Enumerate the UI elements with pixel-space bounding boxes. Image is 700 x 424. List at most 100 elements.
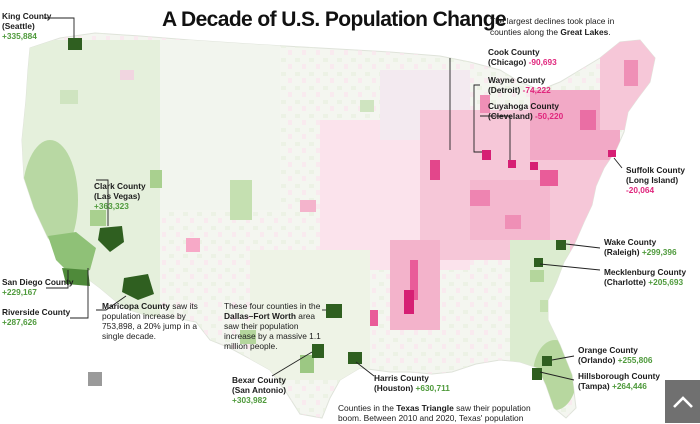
wayne-county-shape <box>508 160 516 168</box>
dfw-note-highlight: Dallas–Fort Worth <box>224 310 296 321</box>
clark-county-shape <box>98 226 124 252</box>
bexar-county-shape <box>312 344 324 358</box>
cook-county-change: -90,693 <box>528 56 557 67</box>
clark-county-change: +363,323 <box>94 200 129 211</box>
king-county-name: King County <box>2 11 52 21</box>
orange-county-shape <box>542 356 552 366</box>
intro-end: . <box>608 26 611 37</box>
orange-county-change: +255,806 <box>617 354 653 365</box>
suffolk-county-change: -20,064 <box>626 184 655 195</box>
san-diego-county-shape <box>62 268 90 286</box>
harris-county-city: (Houston) <box>374 382 414 393</box>
texas-note-text: saw their population boom. Between 2010 … <box>338 403 531 423</box>
clark-county-label: Clark County (Las Vegas) +363,323 <box>94 181 146 211</box>
mecklenburg-county-change: +205,693 <box>648 276 684 287</box>
hillsborough-county-change: +264,446 <box>611 380 647 391</box>
suffolk-county-name: Suffolk County <box>626 165 685 175</box>
wake-county-shape <box>556 240 566 250</box>
map-title: A Decade of U.S. Population Change <box>162 8 507 31</box>
dfw-note-lead: These four counties in the <box>224 301 321 311</box>
texas-triangle-note: Counties in the Texas Triangle saw their… <box>338 403 534 424</box>
hillsborough-county-label: Hillsborough County (Tampa) +264,446 <box>578 371 661 392</box>
wayne-county-label: Wayne County (Detroit) -74,222 <box>488 75 551 96</box>
king-county-city: (Seattle) <box>2 20 35 31</box>
mecklenburg-county-city-line: (Charlotte) +205,693 <box>604 276 686 288</box>
wake-county-city: (Raleigh) <box>604 246 640 257</box>
cuyahoga-county-city: (Cleveland) <box>488 110 533 121</box>
clark-county-city: (Las Vegas) <box>94 190 141 201</box>
mecklenburg-county-name: Mecklenburg County <box>604 267 687 277</box>
san-diego-county-label: San Diego County +229,167 <box>2 277 74 298</box>
maricopa-county-note-text: saw its population increase by 753,898, … <box>102 301 198 341</box>
scroll-to-top-button[interactable] <box>665 380 700 423</box>
highlighted-counties <box>48 38 616 386</box>
county-blotches <box>60 60 638 373</box>
wayne-county-change: -74,222 <box>522 84 551 95</box>
bexar-county-label: Bexar County (San Antonio) +303,982 <box>232 375 287 405</box>
orange-county-city-line: (Orlando) +255,806 <box>578 354 653 366</box>
dfw-note: These four counties in the Dallas–Fort W… <box>224 301 324 352</box>
hillsborough-county-city: (Tampa) <box>578 380 610 391</box>
cuyahoga-county-change: -50,220 <box>535 110 564 121</box>
wayne-county-name: Wayne County <box>488 75 546 85</box>
leader-lines <box>44 17 623 381</box>
bexar-county-change: +303,982 <box>232 394 267 405</box>
riverside-county-change: +287,626 <box>2 316 37 327</box>
bexar-county-city: (San Antonio) <box>232 384 287 395</box>
san-diego-county-name: San Diego County <box>2 277 74 287</box>
cook-county-shape <box>482 150 491 160</box>
dfw-counties-shape <box>326 304 342 318</box>
texas-note-highlight: Texas Triangle <box>396 403 454 413</box>
maricopa-county-shape <box>122 274 154 300</box>
no-data-county-shape <box>88 372 102 386</box>
dfw-note-text: area saw their population increase by a … <box>224 310 321 351</box>
wake-county-name: Wake County <box>604 237 657 247</box>
king-county-label: King County (Seattle) +335,884 <box>2 11 52 41</box>
maricopa-county-note: Maricopa County saw its population incre… <box>102 301 220 342</box>
cook-county-city: (Chicago) <box>488 56 527 67</box>
suffolk-county-city: (Long Island) <box>626 174 679 185</box>
harris-county-label: Harris County (Houston) +630,711 <box>374 373 450 394</box>
hillsborough-county-shape <box>532 368 542 380</box>
wake-county-change: +299,396 <box>641 246 677 257</box>
texas-note-lead: Counties in the <box>338 403 397 413</box>
mecklenburg-county-label: Mecklenburg County (Charlotte) +205,693 <box>604 267 687 288</box>
harris-county-name: Harris County <box>374 373 429 383</box>
king-county-shape <box>68 38 82 50</box>
harris-county-change: +630,711 <box>415 382 450 393</box>
harris-county-shape <box>348 352 362 364</box>
intro-lead: The largest declines took place in count… <box>490 16 615 37</box>
cuyahoga-county-name: Cuyahoga County <box>488 101 559 111</box>
wake-county-city-line: (Raleigh) +299,396 <box>604 246 677 258</box>
riverside-county-shape <box>48 232 96 276</box>
chevron-up-icon <box>672 395 693 408</box>
cuyahoga-county-city-line: (Cleveland) -50,220 <box>488 110 564 122</box>
riverside-county-label: Riverside County +287,626 <box>2 307 71 328</box>
orange-county-name: Orange County <box>578 345 638 355</box>
riverside-county-name: Riverside County <box>2 307 71 317</box>
mecklenburg-county-city: (Charlotte) <box>604 276 646 287</box>
king-county-change: +335,884 <box>2 30 37 41</box>
intro-text: The largest declines took place in count… <box>490 16 640 37</box>
clark-county-name: Clark County <box>94 181 146 191</box>
suffolk-county-label: Suffolk County (Long Island) -20,064 <box>626 165 685 195</box>
orange-county-label: Orange County (Orlando) +255,806 <box>578 345 653 366</box>
wayne-county-city-line: (Detroit) -74,222 <box>488 84 551 96</box>
orange-county-city: (Orlando) <box>578 354 616 365</box>
cuyahoga-county-shape <box>530 162 538 170</box>
san-diego-county-change: +229,167 <box>2 286 37 297</box>
hillsborough-county-city-line: (Tampa) +264,446 <box>578 380 660 392</box>
cook-county-city-line: (Chicago) -90,693 <box>488 56 557 68</box>
wayne-county-city: (Detroit) <box>488 84 521 95</box>
cook-county-label: Cook County (Chicago) -90,693 <box>488 47 557 68</box>
maricopa-county-name: Maricopa County <box>102 301 170 311</box>
bexar-county-name: Bexar County <box>232 375 286 385</box>
cook-county-name: Cook County <box>488 47 540 57</box>
wake-county-label: Wake County (Raleigh) +299,396 <box>604 237 677 258</box>
harris-county-city-line: (Houston) +630,711 <box>374 382 450 394</box>
mecklenburg-county-shape <box>534 258 543 267</box>
hillsborough-county-name: Hillsborough County <box>578 371 661 381</box>
suffolk-county-shape <box>608 150 616 157</box>
